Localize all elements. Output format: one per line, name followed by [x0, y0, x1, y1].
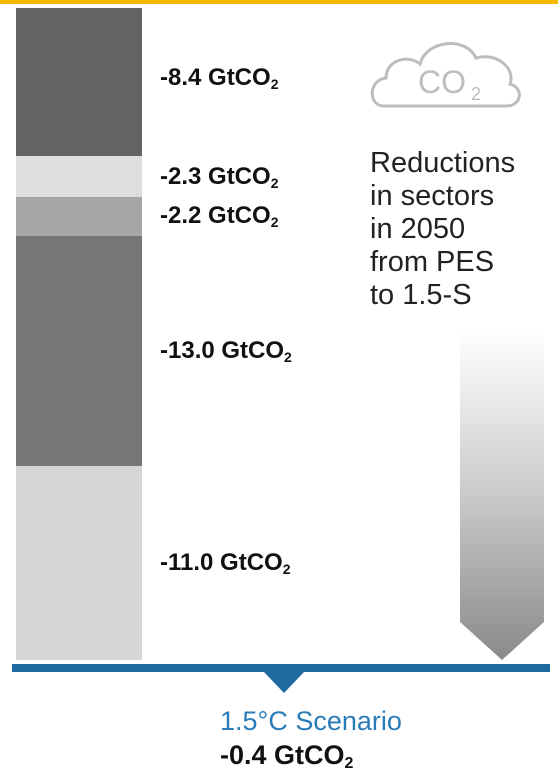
bar-segment-4 [16, 235, 142, 466]
cloud-co-text: CO [418, 64, 466, 100]
segment-label-1: -8.4 GtCO2 [160, 64, 279, 92]
reductions-note: Reductions in sectors in 2050 from PES t… [370, 147, 515, 312]
segment-label-subscript: 2 [282, 560, 291, 577]
cloud-subscript-text: 2 [471, 84, 481, 104]
note-line-4: from PES [370, 246, 495, 278]
scenario-value-text: -0.4 GtCO [220, 740, 345, 770]
bar-segment-3 [16, 197, 142, 236]
downward-gradient-arrow [460, 330, 544, 660]
segment-label-text: -13.0 GtCO [160, 336, 285, 364]
segment-label-text: -8.4 GtCO [160, 64, 271, 91]
segment-label-text: -2.2 GtCO [160, 202, 271, 230]
note-line-5: to 1.5-S [370, 279, 472, 311]
bar-segment-1 [16, 8, 142, 157]
segment-label-subscript: 2 [270, 214, 279, 231]
baseline-bar [12, 664, 550, 672]
baseline-pointer [264, 672, 304, 693]
segment-label-2: -2.3 GtCO2 [160, 162, 279, 191]
note-line-2: in sectors [370, 180, 495, 212]
scenario-value-subscript: 2 [344, 755, 354, 772]
segment-label-4: -13.0 GtCO2 [160, 336, 292, 365]
segment-label-5: -11.0 GtCO2 [160, 548, 291, 577]
note-line-3: in 2050 [370, 213, 466, 245]
top-rule [0, 0, 558, 4]
segment-label-subscript: 2 [270, 76, 279, 92]
note-line-1: Reductions [370, 147, 516, 179]
co2-cloud-icon: CO 2 [370, 42, 521, 108]
bar-segment-5 [16, 465, 142, 660]
scenario-value: -0.4 GtCO2 [220, 740, 353, 773]
segment-label-subscript: 2 [284, 348, 292, 365]
segment-label-subscript: 2 [270, 174, 279, 191]
segment-label-3: -2.2 GtCO2 [160, 202, 279, 231]
segment-label-text: -2.3 GtCO [160, 162, 271, 190]
bar-segment-2 [16, 156, 142, 198]
scenario-label: 1.5°C Scenario [220, 706, 402, 736]
segment-label-text: -11.0 GtCO [160, 548, 283, 576]
